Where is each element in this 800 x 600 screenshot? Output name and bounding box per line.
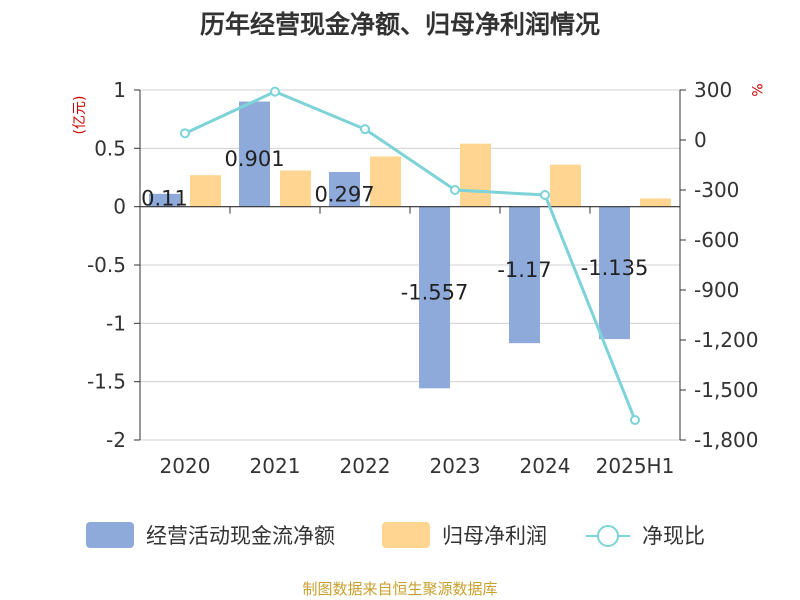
bar-cashflow	[239, 101, 270, 207]
ratio-point	[180, 128, 190, 139]
category-label: 2022	[340, 454, 391, 478]
bar-cashflow	[149, 193, 180, 207]
bar-profit	[280, 170, 311, 207]
data-label-cashflow: -1.557	[401, 280, 469, 304]
ratio-point	[360, 124, 370, 135]
bar-cashflow	[509, 206, 540, 344]
right-tick-label: -1,200	[694, 328, 758, 352]
legend-label-ratio: 净现比	[642, 524, 705, 548]
bar-cashflow	[599, 206, 630, 340]
ratio-point	[540, 190, 550, 200]
legend: 经营活动现金流净额 归母净利润 净现比	[86, 522, 705, 548]
ratio-point	[270, 86, 280, 97]
data-label-cashflow: 0.297	[314, 182, 374, 206]
chart-title: 历年经营现金净额、归母净利润情况	[200, 10, 600, 39]
legend-label-profit: 归母净利润	[442, 524, 547, 548]
right-tick-label: -300	[694, 178, 739, 202]
bar-cashflow	[419, 206, 450, 389]
left-tick-label: -0.5	[87, 253, 126, 277]
left-tick-label: 0.5	[94, 136, 126, 160]
ratio-line	[180, 86, 640, 425]
ratio-line-path	[184, 90, 637, 421]
right-tick-label: -1,800	[694, 428, 758, 452]
category-label: 2024	[520, 454, 571, 478]
category-label: 2025H1	[596, 454, 675, 478]
category-label: 2023	[430, 454, 481, 478]
left-tick-label: 0	[113, 195, 126, 219]
data-label-cashflow: -1.135	[581, 256, 649, 280]
source-note: 制图数据来自恒生聚源数据库	[302, 580, 497, 598]
data-label-cashflow: 0.11	[141, 187, 188, 211]
left-tick-label: -1	[106, 311, 126, 335]
bar-profit	[190, 175, 221, 207]
ratio-point	[630, 415, 640, 425]
bar-profit	[370, 156, 401, 207]
legend-label-cashflow: 经营活动现金流净额	[146, 524, 335, 548]
ratio-point	[450, 185, 460, 195]
data-label-cashflow: 0.901	[224, 147, 284, 171]
left-axis-unit: (亿元)	[72, 96, 88, 135]
right-tick-label: 0	[694, 128, 707, 152]
axes: 1 0.5 0 -0.5 -1 -1.5 -2 300 0 -300 -600 -900 -1,200 -…	[87, 78, 759, 478]
legend-swatch-cashflow	[86, 522, 134, 548]
bar-profit	[640, 198, 671, 207]
right-axis-unit: %	[748, 83, 764, 96]
bar-profit	[550, 164, 581, 207]
data-labels: 0.11 0.901 0.297 -1.557 -1.17 -1.135	[141, 147, 648, 304]
right-tick-label: 300	[694, 78, 732, 102]
bar-cashflow	[329, 172, 360, 207]
category-label: 2021	[250, 454, 301, 478]
category-label: 2020	[160, 454, 211, 478]
left-tick-label: -2	[106, 428, 126, 452]
left-tick-label: -1.5	[87, 370, 126, 394]
legend-swatch-ratio-marker	[597, 525, 619, 547]
right-tick-label: -600	[694, 228, 739, 252]
left-tick-label: 1	[113, 78, 126, 102]
bar-profit	[460, 143, 491, 207]
data-label-cashflow: -1.17	[497, 258, 551, 282]
right-tick-label: -900	[694, 278, 739, 302]
legend-swatch-profit	[382, 522, 430, 548]
bars	[149, 101, 671, 389]
right-tick-label: -1,500	[694, 378, 758, 402]
